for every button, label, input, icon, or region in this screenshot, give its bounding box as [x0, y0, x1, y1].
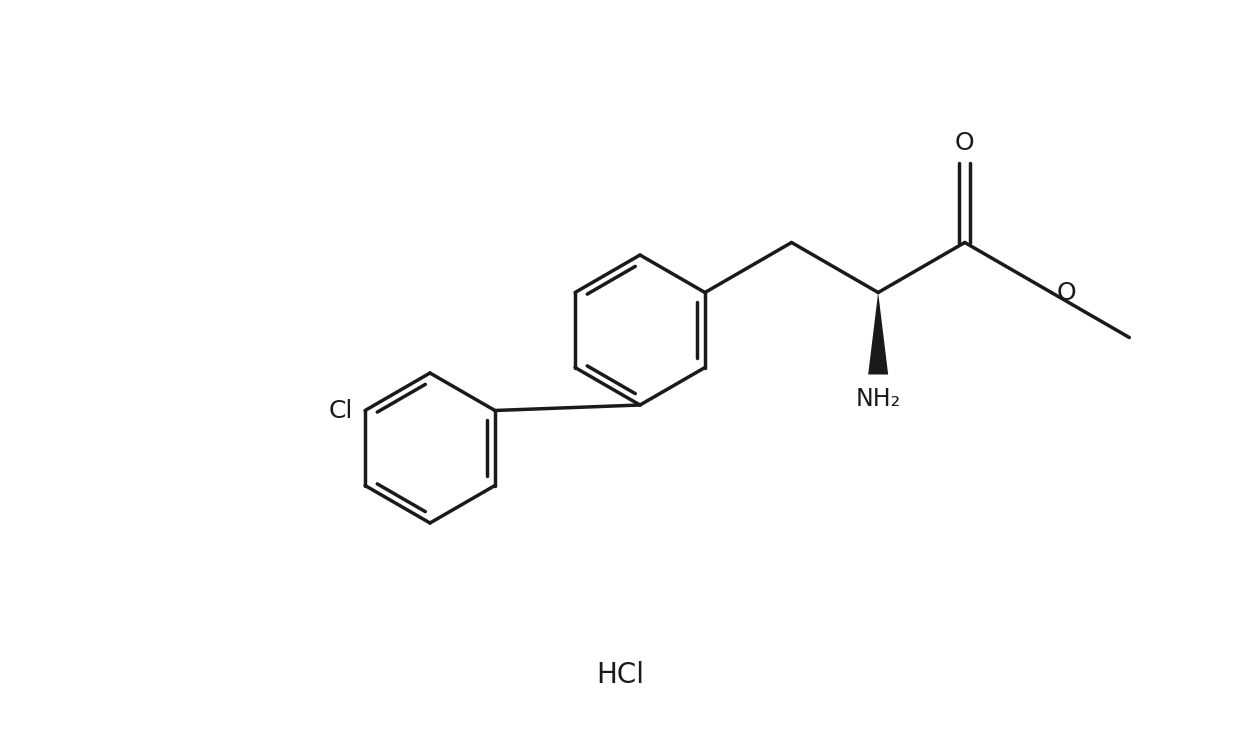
Text: O: O	[1056, 280, 1076, 304]
Text: Cl: Cl	[328, 399, 353, 423]
Text: HCl: HCl	[596, 661, 644, 689]
Text: NH₂: NH₂	[856, 386, 901, 411]
Text: O: O	[955, 130, 974, 155]
Polygon shape	[868, 292, 888, 374]
